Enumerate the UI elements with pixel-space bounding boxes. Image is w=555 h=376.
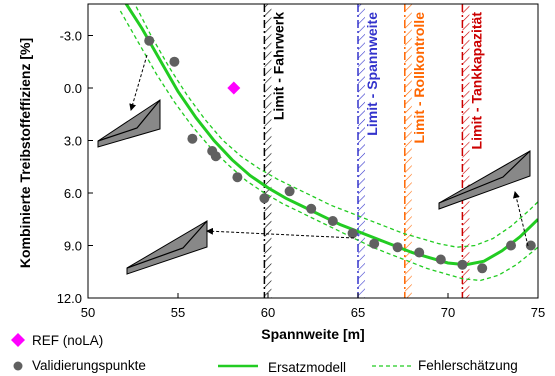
y-tick-label-3: 6.0 — [64, 186, 82, 201]
error-layer — [119, 4, 538, 282]
validation-point-1 — [144, 35, 155, 46]
arrow-1 — [129, 54, 148, 111]
limit-label-2: Limit - Spannweite — [364, 12, 380, 136]
ref-point-layer — [227, 81, 241, 95]
validation-point-9 — [306, 203, 317, 214]
y-axis-ticks: -3.0 0.0 3.0 6.0 9.0 12.0 — [57, 29, 93, 306]
legend-validation-label: Validierungspunkte — [32, 358, 146, 373]
x-tick-label-5: 75 — [531, 305, 545, 320]
x-axis-label: Spannweite [m] — [261, 326, 364, 342]
validation-points — [144, 35, 536, 274]
limit-label-3: Limit - Rollkontrolle — [411, 12, 427, 144]
validation-point-10 — [327, 216, 338, 226]
validation-point-2 — [169, 56, 180, 67]
wing-icon-1-outline — [97, 99, 161, 142]
validation-point-12 — [369, 238, 380, 249]
legend-error-label: Fehlerschätzung — [418, 358, 518, 373]
y-tick-label-0: -3.0 — [60, 29, 82, 44]
wing-icon-1 — [97, 99, 161, 148]
x-tick-label-1: 55 — [171, 305, 185, 320]
validation-point-15 — [435, 254, 446, 265]
y-tick-label-5: 12.0 — [57, 291, 82, 306]
legend-ref-label: REF (noLA) — [32, 333, 103, 348]
validation-point-6 — [232, 172, 243, 183]
arrows — [129, 54, 529, 247]
legend: REF (noLA) Validierungspunkte Ersatzmode… — [11, 333, 518, 375]
ref-point — [227, 81, 241, 95]
y-axis-label: Kombinierte Treibstoffeffizienz [%] — [17, 38, 33, 268]
limit-label-4: Limit - Tankkapazität — [468, 12, 484, 150]
validation-point-19 — [525, 240, 536, 251]
validation-point-3 — [187, 133, 198, 144]
wing-icon-3 — [438, 150, 531, 210]
wing-icon-2-outline — [126, 220, 208, 269]
validation-point-7 — [259, 193, 270, 204]
x-axis-ticks: 50 55 60 65 70 75 — [81, 293, 545, 320]
arrow-2 — [206, 227, 355, 239]
y-tick-label-2: 3.0 — [64, 134, 82, 149]
legend-model-label: Ersatzmodell — [268, 360, 346, 375]
error-estimate-upper — [134, 4, 538, 248]
validation-point-8 — [284, 186, 295, 197]
validation-point-5 — [210, 151, 221, 162]
limit-hatch-1 — [264, 4, 272, 298]
limit-hatch-4 — [462, 4, 470, 298]
y-tick-label-1: 0.0 — [64, 81, 82, 96]
validation-point-18 — [506, 240, 516, 251]
arrow-3 — [513, 191, 529, 247]
y-tick-label-4: 9.0 — [64, 239, 82, 254]
legend-validation-marker — [13, 361, 23, 371]
wing-icons — [97, 99, 531, 275]
wing-icon-2 — [126, 220, 208, 275]
validation-point-16 — [457, 259, 468, 270]
validation-point-13 — [392, 242, 403, 253]
limits-layer — [263, 4, 470, 298]
validation-point-17 — [477, 263, 488, 274]
plot-frame — [87, 3, 539, 299]
x-tick-label-3: 65 — [351, 305, 365, 320]
limit-label-1: Limit - Fahrwerk — [270, 12, 286, 120]
validation-point-14 — [414, 247, 425, 258]
limit-hatch-2 — [358, 4, 365, 298]
x-tick-label-4: 70 — [441, 305, 455, 320]
limit-hatch-3 — [404, 4, 412, 298]
validation-point-11 — [347, 228, 358, 239]
legend-ref-marker — [11, 333, 25, 347]
x-tick-label-2: 60 — [261, 305, 275, 320]
wing-icon-3-outline — [438, 150, 531, 204]
x-tick-label-0: 50 — [81, 305, 95, 320]
